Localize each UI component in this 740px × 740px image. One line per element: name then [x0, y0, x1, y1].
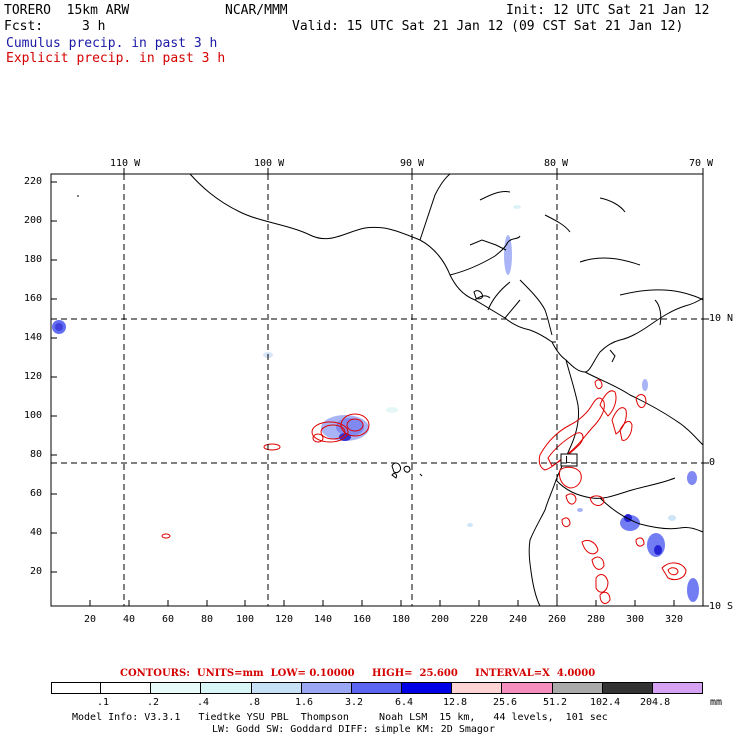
x-tick-label: 260 — [548, 614, 567, 625]
x-tick-label: 180 — [392, 614, 411, 625]
cumulus-blob — [386, 407, 398, 413]
cumulus-blob — [55, 323, 63, 331]
x-tick-label: 200 — [431, 614, 450, 625]
org-label: NCAR/MMM — [225, 3, 288, 18]
fcst-label: Fcst: — [4, 19, 44, 34]
cumulus-blob — [687, 578, 699, 602]
legend-swatch — [552, 682, 603, 694]
lon-label-100w: 100 W — [254, 158, 285, 169]
x-tick-label: 220 — [470, 614, 489, 625]
y-tick-label: 20 — [30, 566, 43, 577]
y-tick-label: 200 — [24, 215, 43, 226]
cumulus-blob — [668, 515, 676, 521]
legend-unit: mm — [710, 697, 723, 708]
legend-swatch — [402, 682, 453, 694]
legend-value: .2 — [147, 697, 160, 708]
legend-swatch — [301, 682, 352, 694]
legend-value: 102.4 — [590, 697, 621, 708]
x-tick-label: 80 — [201, 614, 214, 625]
y-tick-label: 120 — [24, 371, 43, 382]
explicit-precip — [161, 379, 687, 604]
map-frame — [50, 173, 704, 607]
x-tick-label: 280 — [587, 614, 606, 625]
valid-time: Valid: 15 UTC Sat 21 Jan 12 (09 CST Sat … — [292, 19, 684, 34]
x-tick-label: 20 — [84, 614, 97, 625]
cumulus-blob — [513, 205, 521, 209]
explicit-legend-label: Explicit precip. in past 3 h — [6, 51, 226, 66]
model-info-line2: LW: Godd SW: Goddard DIFF: simple KM: 2D… — [212, 724, 495, 735]
legend-value: .8 — [248, 697, 261, 708]
cumulus-blob — [336, 418, 364, 436]
y-tick-label: 160 — [24, 293, 43, 304]
model-title: TORERO 15km ARW — [4, 3, 130, 18]
cumulus-precip — [52, 205, 699, 602]
legend-value: 3.2 — [345, 697, 364, 708]
legend-swatch — [602, 682, 653, 694]
y-tick-label: 40 — [30, 527, 43, 538]
legend-value: 51.2 — [543, 697, 568, 708]
graticule — [51, 174, 703, 606]
cumulus-blob — [504, 235, 512, 275]
legend-swatch — [151, 682, 202, 694]
lon-label-90w: 90 W — [400, 158, 425, 169]
x-tick-label: 120 — [275, 614, 294, 625]
coastlines — [77, 173, 704, 607]
legend-value: .4 — [197, 697, 210, 708]
contour-info: CONTOURS: UNITS=mm LOW= 0.10000 HIGH= 25… — [120, 668, 596, 679]
y-tick-label: 100 — [24, 410, 43, 421]
legend-value: 6.4 — [395, 697, 414, 708]
lat-label-10s: 10 S — [709, 601, 734, 612]
legend-value: 25.6 — [493, 697, 518, 708]
lat-label-0: 0 — [709, 457, 716, 468]
legend-value: .1 — [97, 697, 110, 708]
x-tick-label: 40 — [123, 614, 136, 625]
cumulus-blob — [687, 471, 697, 485]
legend-swatch — [502, 682, 553, 694]
x-tick-label: 60 — [162, 614, 175, 625]
lon-label-70w: 70 W — [689, 158, 714, 169]
fcst-value: 3 h — [82, 19, 106, 34]
x-tick-label: 140 — [314, 614, 333, 625]
low-marker-label: L — [565, 455, 572, 466]
y-tick-label: 220 — [24, 176, 43, 187]
cumulus-blob — [467, 523, 473, 527]
y-tick-label: 60 — [30, 488, 43, 499]
cumulus-legend-label: Cumulus precip. in past 3 h — [6, 36, 218, 51]
y-tick-label: 80 — [30, 449, 43, 460]
axis-ticks — [51, 168, 709, 607]
x-tick-label: 240 — [509, 614, 528, 625]
cumulus-blob — [642, 379, 648, 391]
legend-swatch — [652, 682, 704, 694]
legend-swatch — [51, 682, 102, 694]
y-tick-label: 180 — [24, 254, 43, 265]
cumulus-blob — [577, 508, 583, 512]
x-tick-label: 300 — [626, 614, 645, 625]
legend-swatch — [201, 682, 252, 694]
color-legend-bar — [51, 682, 704, 694]
x-tick-label: 160 — [353, 614, 372, 625]
legend-value: 1.6 — [295, 697, 314, 708]
lon-label-110w: 110 W — [110, 158, 141, 169]
x-tick-label: 320 — [665, 614, 684, 625]
lon-label-80w: 80 W — [544, 158, 569, 169]
lat-label-10n: 10 N — [709, 313, 734, 324]
legend-swatch — [101, 682, 152, 694]
x-tick-label: 100 — [236, 614, 255, 625]
cumulus-blob — [654, 545, 662, 555]
legend-value: 12.8 — [443, 697, 468, 708]
model-info-line1: Model Info: V3.3.1 Tiedtke YSU PBL Thomp… — [72, 712, 608, 723]
legend-swatch — [452, 682, 503, 694]
cumulus-blob — [624, 514, 632, 522]
y-tick-label: 140 — [24, 332, 43, 343]
legend-value: 204.8 — [640, 697, 671, 708]
init-time: Init: 12 UTC Sat 21 Jan 12 — [506, 3, 710, 18]
legend-swatch — [351, 682, 403, 694]
legend-swatch — [251, 682, 302, 694]
